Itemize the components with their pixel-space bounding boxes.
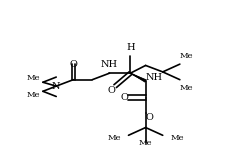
- Text: NH: NH: [145, 73, 163, 82]
- Text: Me: Me: [139, 139, 152, 147]
- Text: Me: Me: [26, 74, 40, 82]
- Text: O: O: [121, 93, 128, 102]
- Text: NH: NH: [101, 60, 118, 69]
- Text: H: H: [126, 44, 135, 52]
- Text: Me: Me: [170, 134, 184, 142]
- Text: O: O: [107, 86, 115, 95]
- Text: Me: Me: [107, 134, 121, 142]
- Text: N: N: [52, 82, 61, 91]
- Text: Me: Me: [180, 83, 193, 92]
- Polygon shape: [130, 73, 146, 82]
- Text: Me: Me: [26, 91, 40, 99]
- Text: Me: Me: [180, 52, 193, 60]
- Text: O: O: [145, 113, 153, 122]
- Text: O: O: [69, 60, 77, 69]
